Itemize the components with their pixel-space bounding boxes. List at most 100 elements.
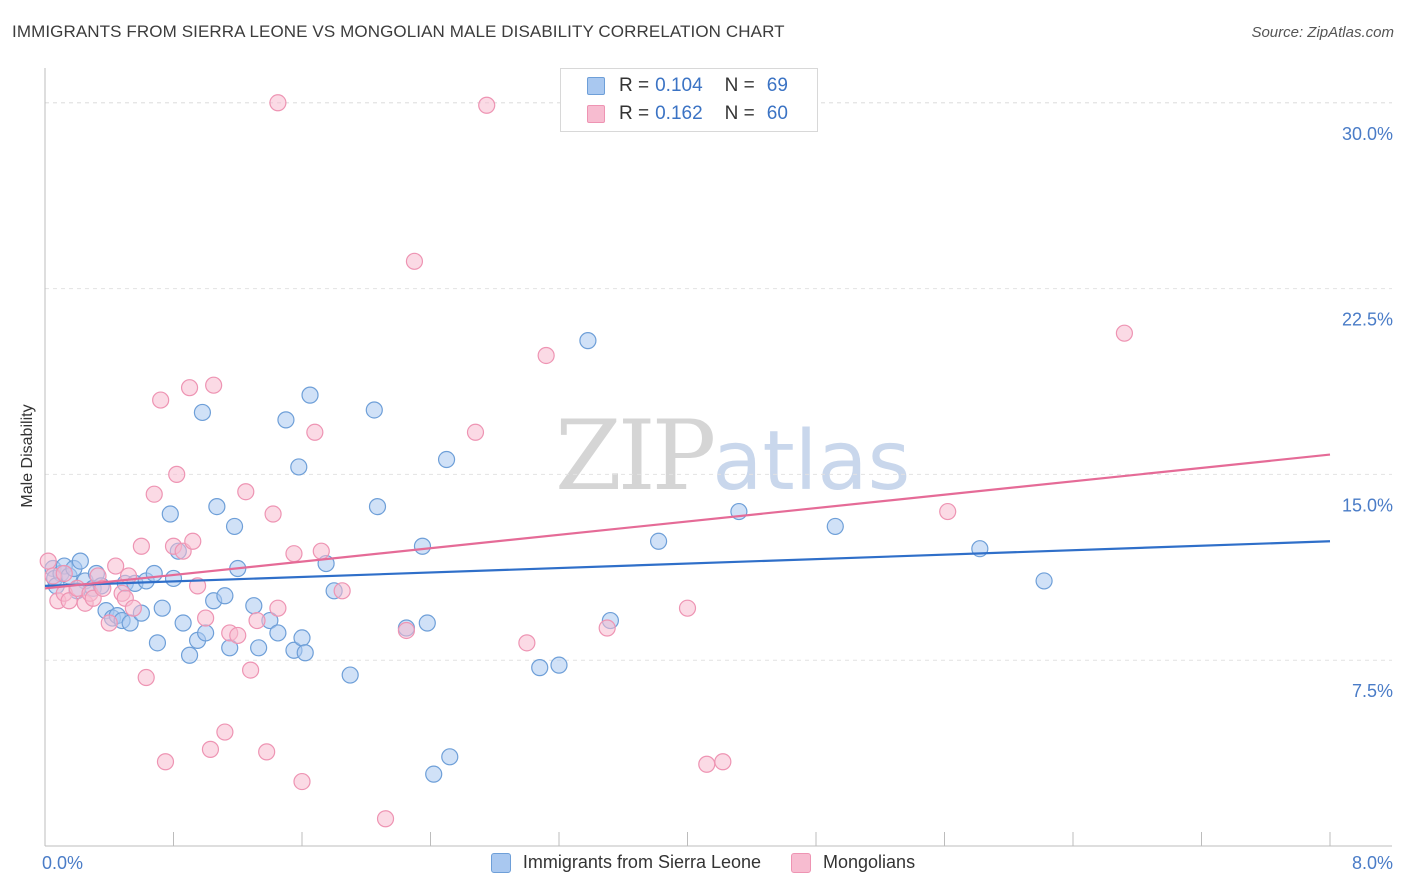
point-sierra-leone xyxy=(531,659,549,677)
point-mongolian xyxy=(124,599,142,617)
legend-swatch-pink xyxy=(791,852,812,873)
point-mongolian xyxy=(229,626,247,645)
point-mongolian xyxy=(145,485,163,503)
legend-item-label: Immigrants from Sierra Leone xyxy=(522,852,762,872)
source-credit: Source: ZipAtlas.com xyxy=(1251,24,1394,41)
legend-row-mongolians: R = 0.162 N = 60 xyxy=(587,101,788,127)
y-tick-label: 7.5% xyxy=(1352,681,1393,701)
y-tick-label: 30.0% xyxy=(1342,124,1393,144)
x-tick-label: 0.0% xyxy=(42,853,83,873)
point-sierra-leone xyxy=(245,597,263,615)
point-sierra-leone xyxy=(425,765,443,783)
point-mongolian xyxy=(216,723,234,741)
point-sierra-leone xyxy=(153,599,171,617)
grid xyxy=(45,102,1392,661)
legend-swatch-pink xyxy=(587,105,605,123)
legend-row-sierra-leone: R = 0.104 N = 69 xyxy=(587,73,788,99)
point-mongolian xyxy=(293,772,311,791)
point-sierra-leone xyxy=(418,614,436,632)
point-mongolian xyxy=(107,557,125,575)
legend-swatch-blue xyxy=(587,77,605,95)
chart-title: IMMIGRANTS FROM SIERRA LEONE VS MONGOLIA… xyxy=(12,22,785,41)
legend-item-sierra-leone: Immigrants from Sierra Leone xyxy=(490,852,762,873)
y-tick-label: 15.0% xyxy=(1342,495,1393,515)
y-tick-label: 22.5% xyxy=(1342,310,1393,330)
point-sierra-leone xyxy=(161,505,179,523)
point-sierra-leone xyxy=(208,497,226,516)
point-mongolian xyxy=(188,577,207,595)
point-mongolian xyxy=(132,537,150,555)
legend-r-label: R = xyxy=(619,103,650,124)
point-sierra-leone xyxy=(341,666,359,684)
point-mongolian xyxy=(248,611,266,630)
point-mongolian xyxy=(1115,324,1134,342)
point-mongolian xyxy=(714,753,732,771)
point-sierra-leone xyxy=(193,403,212,422)
point-sierra-leone xyxy=(174,614,192,632)
point-sierra-leone xyxy=(71,552,89,570)
trend-lines xyxy=(44,453,1331,590)
legend-n-value: 60 xyxy=(766,103,788,124)
point-mongolian xyxy=(537,346,555,365)
legend-r-value: 0.104 xyxy=(655,75,703,96)
point-mongolian xyxy=(269,599,287,617)
point-sierra-leone xyxy=(365,401,383,419)
point-sierra-leone xyxy=(290,458,308,476)
point-mongolian xyxy=(405,252,424,270)
trend-line-mongolians xyxy=(44,453,1331,590)
point-mongolian xyxy=(466,423,485,441)
point-sierra-leone xyxy=(164,569,183,588)
point-mongolian xyxy=(152,391,170,409)
point-mongolian xyxy=(518,634,536,652)
point-sierra-leone xyxy=(216,587,234,605)
point-mongolian xyxy=(397,621,416,640)
point-mongolian xyxy=(201,740,220,758)
point-mongolian xyxy=(598,619,616,637)
legend-swatch-blue xyxy=(490,852,511,873)
point-sierra-leone xyxy=(250,639,268,657)
legend-item-label: Mongolians xyxy=(823,852,916,872)
point-mongolian xyxy=(100,614,118,632)
point-mongolian xyxy=(184,532,202,550)
point-mongolian xyxy=(306,423,324,441)
point-sierra-leone xyxy=(148,634,167,652)
point-sierra-leone xyxy=(441,748,459,766)
point-sierra-leone xyxy=(368,497,387,516)
point-sierra-leone xyxy=(180,646,199,664)
legend-item-mongolians: Mongolians xyxy=(791,852,915,873)
x-tick-label: 8.0% xyxy=(1352,853,1393,873)
point-mongolian xyxy=(698,755,716,773)
point-mongolian xyxy=(39,552,57,570)
legend-n-label: N = xyxy=(724,75,755,96)
legend-r-value: 0.162 xyxy=(655,103,703,124)
point-sierra-leone xyxy=(826,517,844,536)
point-sierra-leone xyxy=(225,517,244,536)
point-mongolian xyxy=(376,810,395,828)
point-mongolian xyxy=(237,483,255,501)
point-mongolian xyxy=(156,753,175,771)
axes xyxy=(44,68,1392,847)
legend-n-value: 69 xyxy=(766,75,788,96)
point-sierra-leone xyxy=(1035,572,1053,590)
point-sierra-leone xyxy=(301,386,319,404)
point-mongolian xyxy=(258,743,276,761)
point-sierra-leone xyxy=(197,624,215,642)
point-mongolian xyxy=(312,542,330,560)
point-mongolian xyxy=(285,545,303,563)
point-sierra-leone xyxy=(579,332,597,350)
point-mongolian xyxy=(264,505,282,523)
point-sierra-leone xyxy=(437,450,456,469)
point-mongolian xyxy=(180,379,199,397)
correlation-legend: R = 0.104 N = 69 R = 0.162 N = 60 xyxy=(560,68,818,132)
point-mongolian xyxy=(333,582,351,600)
point-mongolian xyxy=(205,376,223,394)
point-sierra-leone xyxy=(269,624,287,642)
data-points xyxy=(39,94,1134,828)
point-mongolian xyxy=(478,96,496,114)
point-sierra-leone xyxy=(145,564,163,583)
watermark-atlas: atlas xyxy=(712,414,911,509)
point-mongolian xyxy=(678,599,697,617)
watermark: ZIPatlas xyxy=(555,400,910,512)
point-sierra-leone xyxy=(413,537,432,555)
trend-line-sierra-leone xyxy=(44,540,1331,587)
